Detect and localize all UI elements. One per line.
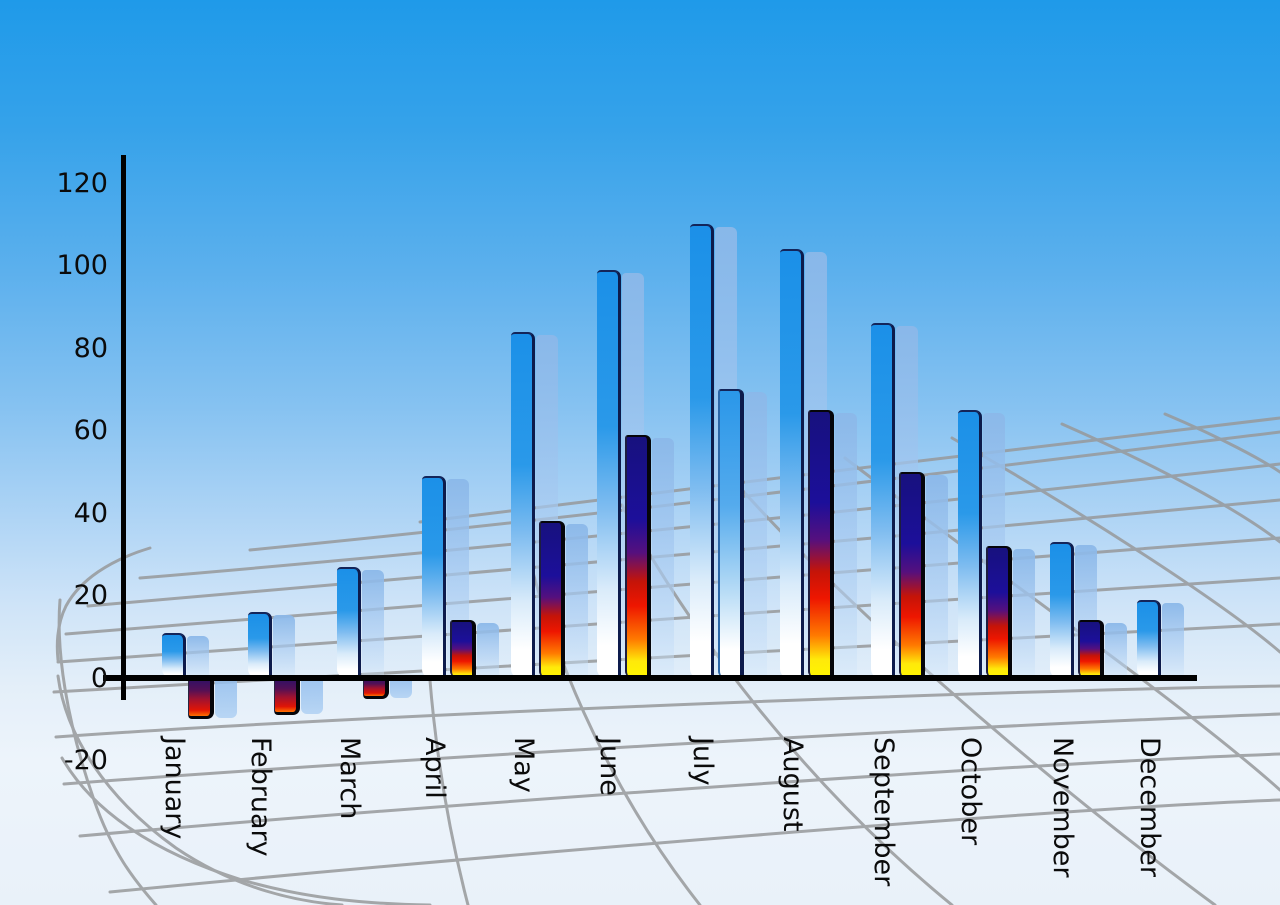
y-axis-tick-60: 60 <box>73 415 108 446</box>
x-axis-label-may: May <box>508 737 539 793</box>
x-axis-label-september: September <box>868 737 899 887</box>
y-axis-tick-0: 0 <box>90 662 108 694</box>
y-axis-line <box>121 155 126 700</box>
bar-december-main <box>1137 599 1161 678</box>
x-axis-label-june: June <box>594 737 625 796</box>
bar-august-front <box>808 409 834 678</box>
echo-march-main <box>362 569 384 678</box>
bar-june-main <box>597 269 621 678</box>
y-axis-tick-20: 20 <box>73 580 108 611</box>
y-axis-tick-40: 40 <box>73 497 108 529</box>
echo-march-front <box>390 681 412 698</box>
bar-september-front <box>899 471 925 678</box>
bar-october-front <box>986 546 1012 678</box>
echo-october-front <box>1013 549 1035 678</box>
x-axis-label-march: March <box>334 737 365 820</box>
bar-november-main <box>1050 541 1074 678</box>
echo-january-front <box>215 681 237 719</box>
echo-june-front <box>652 437 674 678</box>
x-axis-label-october: October <box>955 737 986 846</box>
echo-february-front <box>301 681 323 715</box>
bar-august-main <box>780 249 804 678</box>
x-axis-label-december: December <box>1134 737 1165 878</box>
x-axis-line <box>103 675 1197 681</box>
bar-september-main <box>871 323 895 678</box>
bar-june-front <box>625 434 651 678</box>
bar-january-main <box>162 632 186 678</box>
bar-july-main <box>690 224 714 678</box>
echo-august-front <box>835 412 857 678</box>
y-axis-tick-120: 120 <box>56 167 108 199</box>
echo-february-main <box>273 615 295 678</box>
y-axis-tick--20: -20 <box>63 745 108 776</box>
echo-may-front <box>566 524 588 678</box>
echo-september-front <box>926 474 948 678</box>
echo-july-front <box>745 392 767 678</box>
bar-october-main <box>958 409 982 678</box>
bar-february-front <box>274 678 300 716</box>
bar-march-front <box>363 678 389 699</box>
x-axis-label-february: February <box>245 737 276 857</box>
bar-april-front <box>450 620 476 678</box>
bar-july-front <box>718 389 744 678</box>
bar-may-main <box>511 331 535 678</box>
x-axis-label-august: August <box>777 737 808 832</box>
x-axis-label-july: July <box>687 737 718 786</box>
bar-november-front <box>1078 620 1104 678</box>
echo-april-front <box>477 623 499 678</box>
x-axis-label-april: April <box>419 737 450 799</box>
y-axis-tick-80: 80 <box>73 332 108 364</box>
x-axis-label-january: January <box>159 737 190 840</box>
bar-march-main <box>337 566 361 678</box>
y-axis-tick-100: 100 <box>56 250 108 281</box>
echo-december-main <box>1162 602 1184 678</box>
bar-may-front <box>539 521 565 678</box>
echo-january-main <box>187 635 209 678</box>
bar-february-main <box>248 612 272 678</box>
x-axis-label-november: November <box>1047 737 1078 878</box>
bar-january-front <box>188 678 214 720</box>
bar-april-main <box>422 475 446 678</box>
echo-november-front <box>1105 623 1127 678</box>
